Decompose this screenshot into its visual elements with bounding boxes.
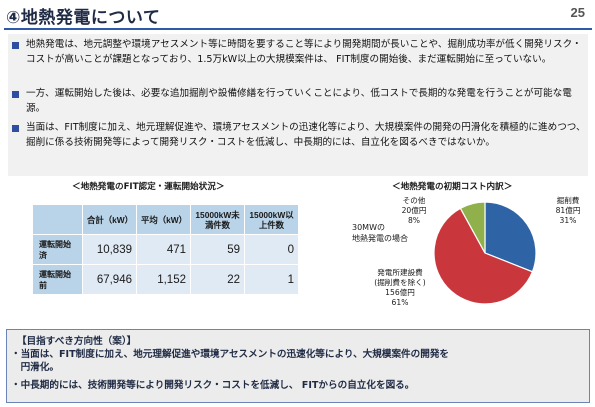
table-cell: 67,946 bbox=[82, 264, 137, 295]
fit-status-table: 合計（kW） 平均（kW） 15000kW未満件数 15000kW以上件数 運転… bbox=[32, 204, 299, 295]
table-cell: 1,152 bbox=[136, 264, 191, 295]
column-header: 15000kW以上件数 bbox=[244, 204, 299, 235]
pie-slice-label: 発電所建設費 (掘削費を除く) 156億円 61% bbox=[374, 268, 426, 307]
row-header: 運転開始済 bbox=[32, 234, 83, 265]
page-number: 25 bbox=[570, 5, 585, 20]
table-cell: 1 bbox=[244, 264, 299, 295]
table-row: 運転開始前 67,946 1,152 22 1 bbox=[32, 264, 299, 295]
table-cell: 59 bbox=[190, 234, 245, 265]
goal-line: ・当面は、FIT制度に加え、地元理解促進や環境アセスメントの迅速化等により、大規… bbox=[11, 349, 450, 360]
pie-slice bbox=[484, 201, 537, 273]
square-bullet-icon bbox=[12, 125, 19, 132]
pie-scenario-note: 30MWの 地熱発電の場合 bbox=[352, 223, 408, 243]
column-header: 15000kW未満件数 bbox=[190, 204, 245, 235]
table-cell: 10,839 bbox=[82, 234, 137, 265]
column-header: 平均（kW） bbox=[136, 204, 191, 235]
table-section-title: ＜地熱発電のFIT認定・運転開始状況＞ bbox=[72, 182, 225, 192]
pie-slice bbox=[433, 207, 534, 305]
bullet-text: 当面は、FIT制度に加え、地元理解促進や、環境アセスメントの迅速化等により、大規… bbox=[26, 122, 586, 148]
row-header: 運転開始前 bbox=[32, 264, 83, 295]
pie-slice bbox=[459, 201, 486, 254]
goal-line: ・中長期的には、技術開発等により開発リスク・コストを低減し、 FITからの自立化… bbox=[11, 380, 415, 391]
table-row: 運転開始済 10,839 471 59 0 bbox=[32, 234, 299, 265]
table-header-row: 合計（kW） 平均（kW） 15000kW未満件数 15000kW以上件数 bbox=[32, 204, 299, 235]
summary-bullets: 地熱発電は、地元調整や環境アセスメント等に時間を要すること等により開発期間が長い… bbox=[8, 34, 588, 176]
table-corner-cell bbox=[32, 204, 83, 235]
pie-slice-label: その他 20億円 8% bbox=[401, 196, 427, 225]
table-cell: 0 bbox=[244, 234, 299, 265]
title-underline bbox=[4, 28, 592, 30]
table-cell: 471 bbox=[136, 234, 191, 265]
bullet-text: 地熱発電は、地元調整や環境アセスメント等に時間を要すること等により開発期間が長い… bbox=[26, 39, 582, 65]
cost-breakdown-pie bbox=[433, 201, 537, 305]
table-cell: 22 bbox=[190, 264, 245, 295]
goal-line: 円滑化。 bbox=[11, 362, 59, 373]
page-title: ④地熱発電について bbox=[6, 8, 161, 28]
pie-slice-label: 掘削費 81億円 31% bbox=[555, 196, 581, 225]
column-header: 合計（kW） bbox=[82, 204, 137, 235]
bullet-text: 一方、運転開始した後は、必要な追加掘削や設備修繕を行っていくことにより、低コスト… bbox=[26, 88, 572, 114]
square-bullet-icon bbox=[12, 91, 19, 98]
pie-section-title: ＜地熱発電の初期コスト内訳＞ bbox=[392, 182, 513, 192]
target-direction-box: 【目指すべき方向性（案）】 ・当面は、FIT制度に加え、地元理解促進や環境アセス… bbox=[6, 329, 590, 403]
goal-heading: 【目指すべき方向性（案）】 bbox=[17, 336, 137, 347]
title-bar: ④地熱発電について 25 bbox=[0, 0, 595, 30]
square-bullet-icon bbox=[12, 42, 19, 49]
